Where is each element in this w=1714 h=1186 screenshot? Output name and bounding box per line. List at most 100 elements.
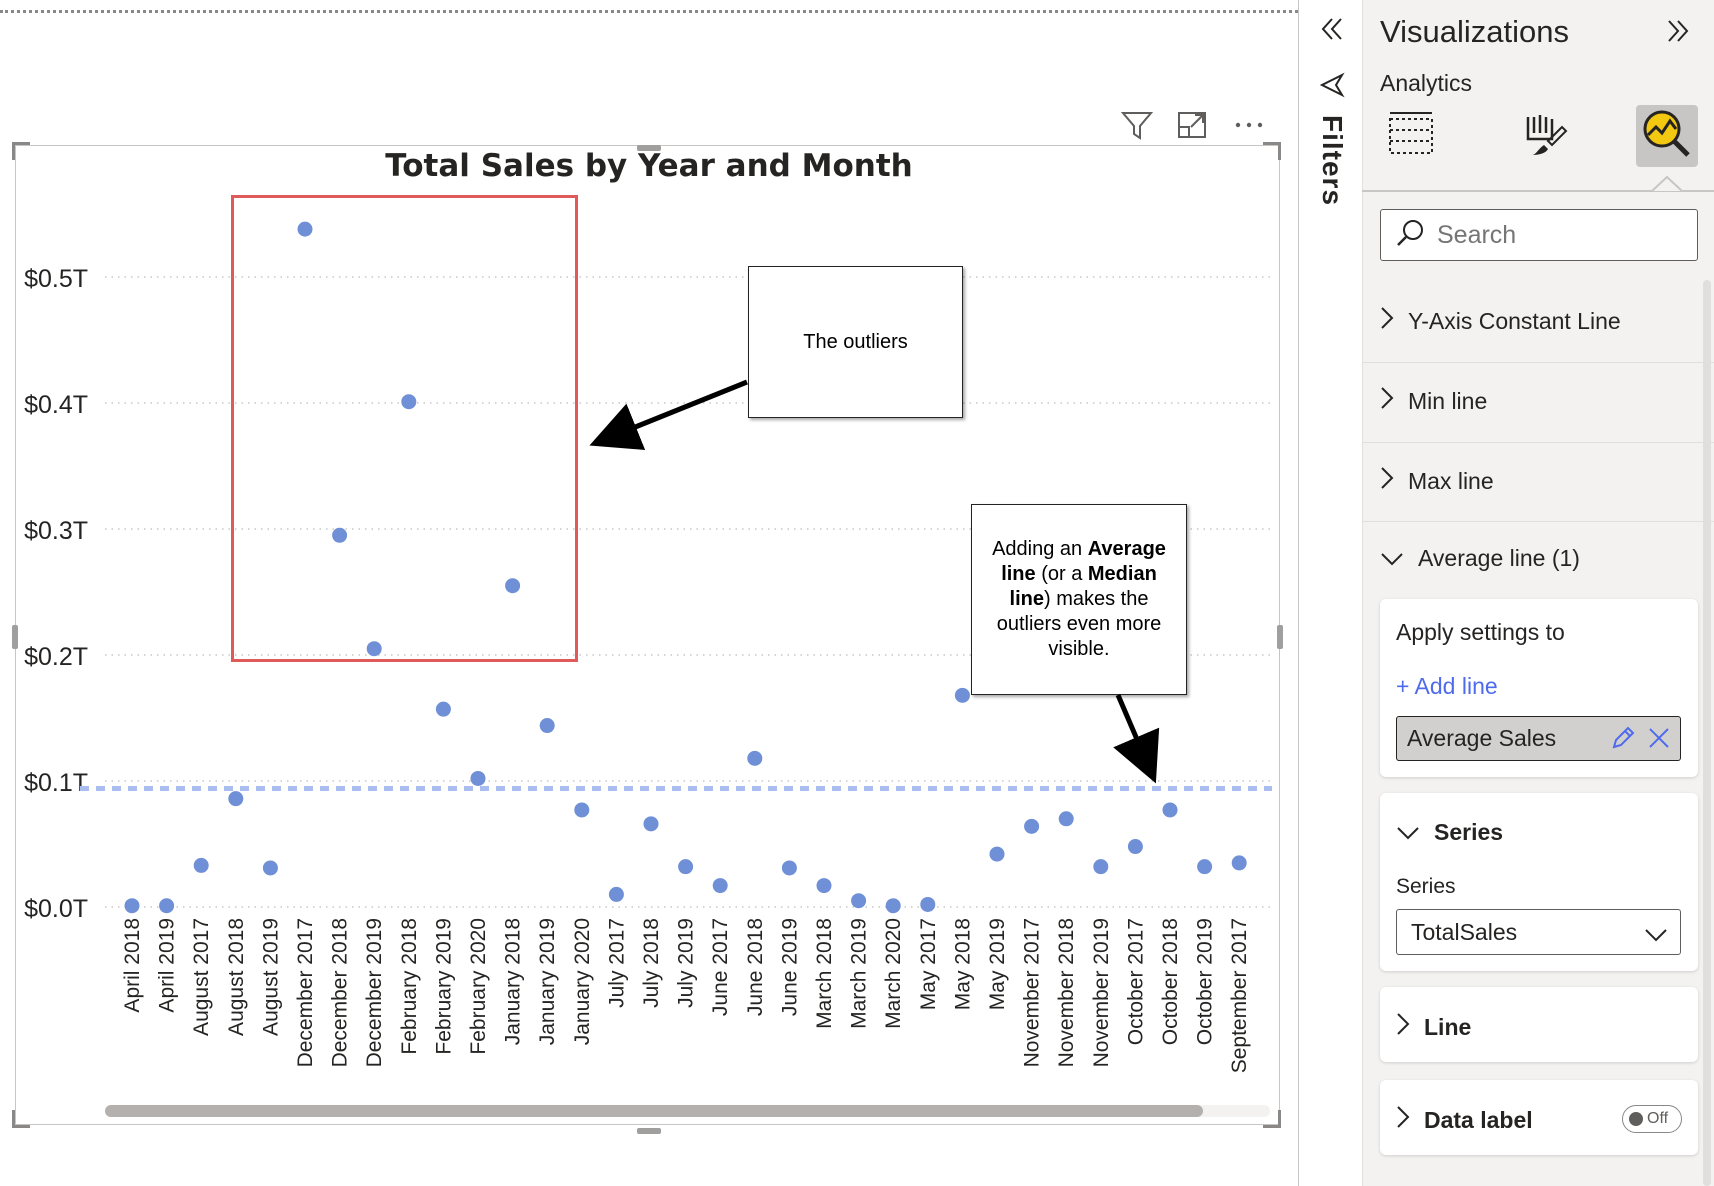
tab-fields[interactable] bbox=[1380, 105, 1442, 167]
tab-format[interactable] bbox=[1512, 105, 1574, 167]
filters-label[interactable]: Filters bbox=[1317, 115, 1348, 207]
data-point[interactable] bbox=[1058, 811, 1074, 827]
line-card bbox=[1380, 987, 1698, 1062]
resize-handle-bottom[interactable] bbox=[637, 1128, 661, 1134]
chevron-down-icon bbox=[1380, 545, 1404, 572]
data-point[interactable] bbox=[608, 886, 624, 902]
section-line[interactable]: Line bbox=[1396, 1012, 1471, 1042]
y-tick-label: $0.3T bbox=[24, 517, 88, 545]
section-label: Y-Axis Constant Line bbox=[1408, 307, 1621, 334]
focus-mode-icon[interactable] bbox=[1176, 108, 1210, 142]
data-point[interactable] bbox=[505, 578, 521, 594]
resize-handle-right[interactable] bbox=[1277, 625, 1283, 649]
section-min-line[interactable]: Min line bbox=[1380, 386, 1487, 416]
section-label: Average line (1) bbox=[1418, 545, 1580, 571]
add-line-button[interactable]: + Add line bbox=[1396, 673, 1498, 699]
filters-pane-collapsed[interactable] bbox=[1298, 0, 1362, 1186]
data-point[interactable] bbox=[1162, 802, 1178, 818]
data-point[interactable] bbox=[920, 896, 936, 912]
data-point[interactable] bbox=[124, 898, 140, 914]
series-field-label: Series bbox=[1396, 875, 1456, 898]
filter-icon[interactable] bbox=[1120, 108, 1154, 142]
data-point[interactable] bbox=[297, 221, 313, 237]
divider bbox=[1362, 521, 1714, 522]
data-point[interactable] bbox=[643, 816, 659, 832]
data-point[interactable] bbox=[747, 750, 763, 766]
data-point[interactable] bbox=[816, 878, 832, 894]
resize-handle-left[interactable] bbox=[12, 625, 18, 649]
data-label-toggle[interactable]: Off bbox=[1622, 1105, 1682, 1133]
more-options-icon[interactable] bbox=[1232, 108, 1266, 142]
visual-header bbox=[1120, 108, 1266, 142]
resize-handle-top-left[interactable] bbox=[12, 142, 30, 160]
data-point[interactable] bbox=[159, 898, 175, 914]
section-series[interactable]: Series bbox=[1396, 819, 1503, 846]
section-label: Series bbox=[1434, 819, 1504, 845]
resize-handle-bottom-left[interactable] bbox=[12, 1110, 30, 1128]
data-point[interactable] bbox=[193, 857, 209, 873]
x-tick-label: February 2019 bbox=[432, 918, 455, 1055]
data-point[interactable] bbox=[539, 718, 555, 734]
x-tick-label: April 2018 bbox=[121, 918, 144, 1013]
section-data-label[interactable]: Data label bbox=[1396, 1105, 1533, 1135]
data-point[interactable] bbox=[470, 770, 486, 786]
selected-line-chip[interactable]: Average Sales bbox=[1396, 716, 1681, 761]
search-input[interactable] bbox=[1437, 220, 1677, 250]
divider bbox=[1362, 362, 1714, 363]
average-line-callout-text: Adding an Average line (or a Median line… bbox=[992, 538, 1166, 660]
x-tick-label: August 2017 bbox=[190, 918, 213, 1036]
chevron-right-icon bbox=[1396, 1105, 1410, 1135]
data-point[interactable] bbox=[574, 802, 590, 818]
y-tick-label: $0.1T bbox=[24, 769, 88, 797]
data-point[interactable] bbox=[435, 701, 451, 717]
resize-handle-bottom-right[interactable] bbox=[1263, 1110, 1281, 1128]
data-point[interactable] bbox=[954, 687, 970, 703]
data-point[interactable] bbox=[1231, 855, 1247, 871]
chevron-right-icon bbox=[1380, 306, 1394, 336]
y-tick-label: $0.0T bbox=[24, 895, 88, 923]
x-tick-label: February 2018 bbox=[398, 918, 421, 1055]
x-tick-label: March 2020 bbox=[882, 918, 905, 1029]
chevron-right-icon bbox=[1396, 1012, 1410, 1042]
search-box[interactable] bbox=[1380, 209, 1698, 261]
data-point[interactable] bbox=[885, 898, 901, 914]
section-average-line[interactable]: Average line (1) bbox=[1380, 545, 1580, 572]
close-icon[interactable] bbox=[1646, 725, 1672, 757]
x-tick-label: November 2017 bbox=[1021, 918, 1044, 1067]
x-tick-label: March 2018 bbox=[813, 918, 836, 1029]
data-point[interactable] bbox=[712, 878, 728, 894]
resize-handle-top[interactable] bbox=[637, 145, 661, 151]
chevron-down-icon bbox=[1644, 922, 1668, 949]
series-dropdown[interactable]: TotalSales bbox=[1396, 909, 1681, 955]
divider bbox=[1362, 442, 1714, 443]
section-label: Line bbox=[1424, 1013, 1472, 1040]
section-max-line[interactable]: Max line bbox=[1380, 466, 1494, 496]
data-point[interactable] bbox=[678, 859, 694, 875]
edit-pencil-icon[interactable] bbox=[1610, 725, 1636, 757]
data-point[interactable] bbox=[1127, 839, 1143, 855]
data-point[interactable] bbox=[781, 860, 797, 876]
data-point[interactable] bbox=[332, 527, 348, 543]
data-point[interactable] bbox=[1197, 859, 1213, 875]
pane-scrollbar[interactable] bbox=[1703, 280, 1711, 1186]
chart-scrollbar-thumb[interactable] bbox=[105, 1105, 1203, 1117]
data-point[interactable] bbox=[851, 893, 867, 909]
data-point[interactable] bbox=[1093, 859, 1109, 875]
data-point[interactable] bbox=[228, 791, 244, 807]
active-tab-caret bbox=[1652, 176, 1682, 192]
y-tick-label: $0.4T bbox=[24, 391, 88, 419]
data-point[interactable] bbox=[1024, 818, 1040, 834]
collapse-left-icon[interactable] bbox=[1316, 14, 1346, 49]
resize-handle-top-right[interactable] bbox=[1263, 142, 1281, 160]
x-tick-label: January 2020 bbox=[571, 918, 594, 1045]
x-tick-label: December 2017 bbox=[294, 918, 317, 1067]
data-point[interactable] bbox=[262, 860, 278, 876]
tab-analytics[interactable] bbox=[1636, 105, 1698, 167]
data-point[interactable] bbox=[366, 641, 382, 657]
chevron-down-icon bbox=[1396, 819, 1420, 846]
data-point[interactable] bbox=[989, 846, 1005, 862]
expand-right-icon[interactable] bbox=[1664, 16, 1694, 51]
x-tick-label: September 2017 bbox=[1228, 918, 1251, 1073]
data-point[interactable] bbox=[401, 394, 417, 410]
section-y-axis-constant-line[interactable]: Y-Axis Constant Line bbox=[1380, 306, 1621, 336]
